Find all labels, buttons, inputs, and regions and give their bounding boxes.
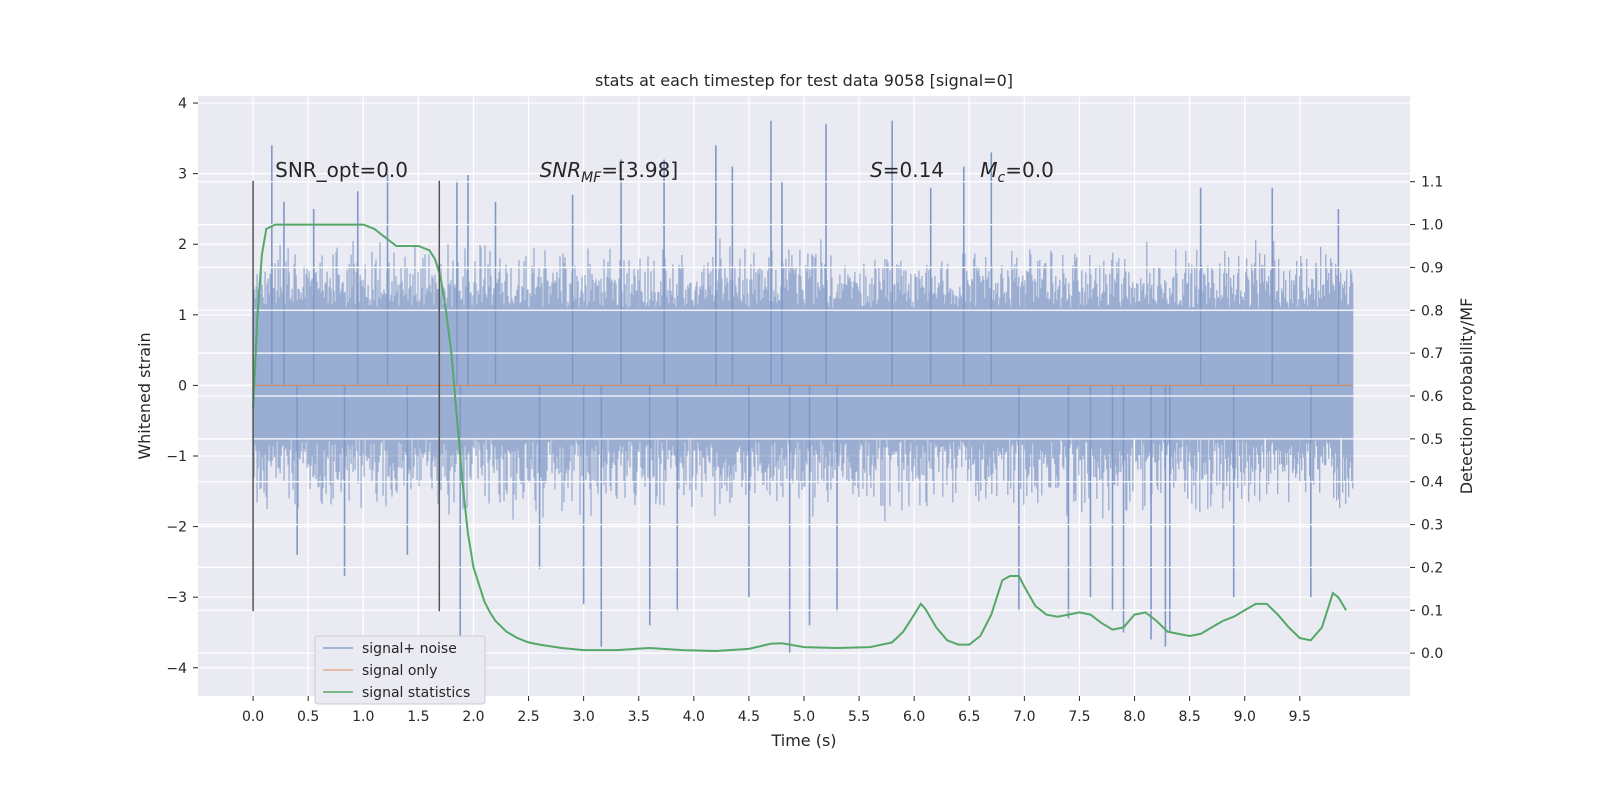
series-signal-statistics: [252, 223, 1347, 653]
noise-layer: [252, 120, 1354, 668]
y2-tick-label: 0.4: [1421, 475, 1443, 491]
annotation-snr-mf: SNRMF=[3.98]: [540, 158, 679, 186]
y-tick-label: −3: [166, 590, 187, 606]
x-tick-label: 3.0: [573, 709, 595, 725]
series-layer: [252, 223, 1353, 653]
y-tick-label: 2: [178, 237, 187, 253]
legend: signal+ noise signal only signal statist…: [314, 635, 486, 705]
y-tick-label: 1: [178, 308, 187, 324]
x-tick-label: 7.0: [1013, 709, 1035, 725]
x-tick-label: 9.0: [1234, 709, 1256, 725]
y2-tick-label: 0.7: [1421, 346, 1443, 362]
x-tick-label: 6.5: [958, 709, 980, 725]
x-tick-label: 1.0: [352, 709, 374, 725]
y2-tick-label: 1.0: [1421, 218, 1443, 234]
y-axis-label: Whitened strain: [135, 332, 154, 459]
x-tick-label: 6.0: [903, 709, 925, 725]
y2-tick-label: 1.1: [1421, 175, 1443, 191]
y2-tick-label: 0.0: [1421, 646, 1443, 662]
legend-box: [314, 635, 486, 705]
chart-title: stats at each timestep for test data 905…: [595, 71, 1013, 90]
x-tick-label: 4.0: [683, 709, 705, 725]
y2-tick-label: 0.9: [1421, 260, 1443, 276]
annotation-snr-opt: SNR_opt=0.0: [275, 158, 408, 182]
x-tick-label: 4.5: [738, 709, 760, 725]
noise-core: [253, 307, 1353, 439]
legend-label-signal-noise: signal+ noise: [362, 641, 457, 657]
x-tick-label: 8.0: [1123, 709, 1145, 725]
y2-axis-label: Detection probability/MF: [1457, 298, 1476, 495]
y-tick-label: −2: [166, 520, 187, 536]
x-tick-label: 1.5: [407, 709, 429, 725]
x-tick-label: 3.5: [628, 709, 650, 725]
x-tick-label: 2.5: [517, 709, 539, 725]
legend-label-signal-statistics: signal statistics: [362, 685, 470, 701]
y2-tick-label: 0.3: [1421, 518, 1443, 534]
marker-layer: [252, 180, 441, 612]
y2-tick-label: 0.6: [1421, 389, 1443, 405]
y2-tick-label: 0.2: [1421, 560, 1443, 576]
legend-label-signal-only: signal only: [362, 663, 437, 679]
y-tick-label: −4: [166, 661, 187, 677]
x-tick-label: 5.0: [793, 709, 815, 725]
x-tick-label: 5.5: [848, 709, 870, 725]
y2-tick-label: 0.1: [1421, 603, 1443, 619]
y-tick-label: 4: [178, 96, 187, 112]
y-tick-label: 0: [178, 378, 187, 394]
annotation-s: S=0.14: [870, 158, 944, 182]
x-tick-label: 9.5: [1289, 709, 1311, 725]
x-tick-label: 7.5: [1068, 709, 1090, 725]
y2-tick-label: 0.5: [1421, 432, 1443, 448]
y2-tick-label: 0.8: [1421, 303, 1443, 319]
x-tick-label: 2.0: [462, 709, 484, 725]
x-tick-label: 8.5: [1179, 709, 1201, 725]
y-tick-label: −1: [166, 449, 187, 465]
tick-layer: 0.0 0.5 1.0 1.5 2.0 2.5 3.0 3.5 4.0 4.5 5.0 5.5 6.0 6…: [166, 96, 1443, 725]
x-tick-label: 0.5: [297, 709, 319, 725]
x-tick-label: 0.0: [242, 709, 264, 725]
y-tick-label: 3: [178, 167, 187, 183]
annotation-mc: Mc=0.0: [980, 158, 1054, 186]
x-axis-label: Time (s): [770, 731, 836, 750]
